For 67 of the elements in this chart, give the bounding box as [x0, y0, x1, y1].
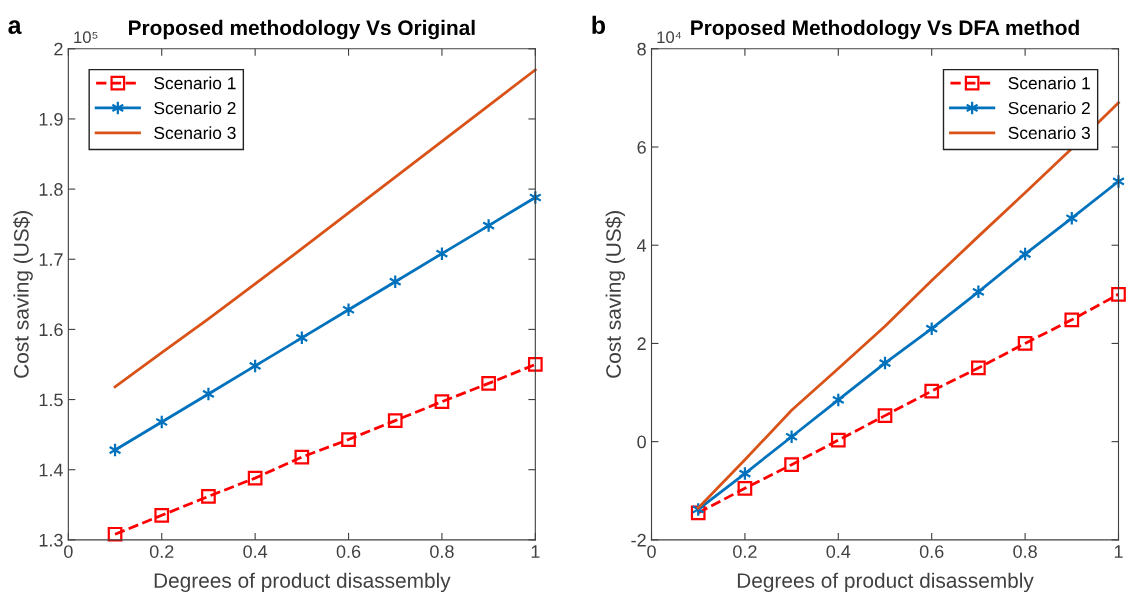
text: b	[592, 15, 606, 35]
y-tick-label: 1.3	[39, 533, 63, 547]
x-tick-label: 0.2	[149, 545, 174, 558]
x-tick-label: 0.4	[826, 545, 851, 558]
point	[154, 507, 170, 523]
y-tick-label: -2	[631, 533, 646, 547]
x-tick-label: 0	[64, 545, 73, 558]
point	[690, 505, 706, 521]
y-axis-title: Cost saving (US$)	[13, 211, 33, 378]
legend-label: Scenario 3	[1008, 126, 1090, 140]
x-tick-label: 0.6	[919, 545, 944, 558]
legend-label: Scenario 1	[154, 76, 236, 90]
x-tick-label: 0.8	[430, 545, 454, 558]
chart-title: Proposed methodology Vs Original	[129, 19, 475, 40]
point	[387, 413, 403, 428]
y-axis-title: Cost saving (US$)	[605, 211, 626, 378]
x-tick-label: 1	[1114, 545, 1123, 558]
point	[247, 470, 263, 486]
y-tick-label: 4	[637, 239, 647, 252]
x-tick-label: 0.6	[336, 545, 361, 558]
y-tick-label: 2	[54, 42, 63, 56]
text: 10⁵	[74, 31, 98, 44]
point	[971, 284, 985, 300]
x-tick-label: 1	[531, 545, 540, 558]
point	[201, 386, 215, 402]
point	[785, 429, 799, 445]
point	[1064, 312, 1080, 328]
x-tick-label: 0.2	[733, 545, 757, 558]
legend-label: Scenario 2	[1008, 101, 1090, 115]
x-axis-title: Degrees of product disassembly	[737, 572, 1034, 593]
legend-label: Scenario 3	[154, 126, 236, 140]
y-tick-label: 1.4	[39, 463, 63, 477]
point	[434, 394, 450, 410]
point	[1111, 286, 1126, 302]
point	[294, 449, 310, 465]
x-tick-label: 0.4	[243, 545, 268, 558]
point	[737, 480, 753, 496]
point	[107, 526, 123, 542]
point	[342, 302, 356, 318]
legend-label: Scenario 1	[1008, 76, 1090, 90]
y-tick-label: 6	[637, 140, 646, 154]
point	[201, 489, 216, 504]
point	[481, 376, 496, 391]
y-tick-label: 2	[637, 337, 646, 350]
x-axis-title: Degrees of product disassembly	[154, 572, 451, 593]
point	[527, 357, 543, 372]
point	[830, 432, 846, 448]
point	[784, 457, 799, 473]
y-tick-label: 0	[637, 435, 646, 449]
y-tick-label: 1.5	[39, 393, 63, 407]
legend-label: Scenario 2	[154, 101, 236, 115]
x-tick-label: 0.8	[1013, 545, 1037, 558]
point	[971, 360, 986, 376]
y-tick-label: 1.7	[39, 253, 63, 266]
point	[1017, 336, 1033, 351]
point	[924, 383, 940, 399]
line-series	[113, 68, 537, 389]
point	[341, 432, 356, 447]
chart-title: Proposed Methodology Vs DFA method	[691, 19, 1079, 40]
point	[877, 408, 893, 423]
x-tick-label: 0	[647, 545, 656, 558]
text: 10⁴	[657, 31, 682, 44]
y-tick-label: 8	[637, 42, 646, 56]
text: a	[8, 20, 22, 35]
y-tick-label: 1.6	[39, 323, 63, 337]
y-tick-label: 1.9	[39, 112, 63, 126]
y-tick-label: 1.8	[39, 183, 63, 196]
